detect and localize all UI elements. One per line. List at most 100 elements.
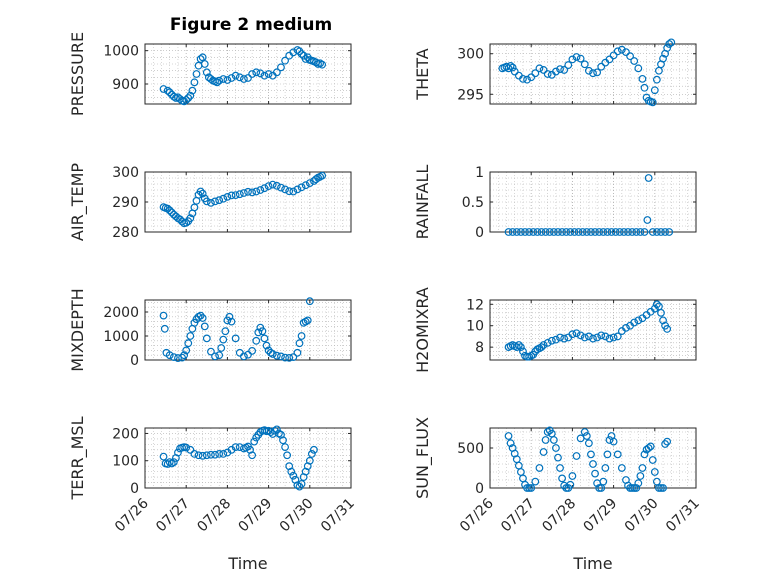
- data-point: [549, 436, 558, 444]
- data-point: [254, 328, 263, 337]
- data-point: [624, 228, 632, 236]
- y-axis-label: THETA: [413, 48, 432, 100]
- y-tick-label: 900: [112, 77, 139, 93]
- data-point: [293, 348, 302, 357]
- data-point: [307, 450, 316, 458]
- data-point: [184, 94, 193, 102]
- data-point: [264, 182, 273, 191]
- data-point: [667, 38, 676, 47]
- data-point: [305, 456, 314, 465]
- data-point: [652, 300, 661, 309]
- data-point: [260, 184, 269, 193]
- data-point: [289, 187, 298, 196]
- data-point: [537, 228, 546, 236]
- data-point: [159, 85, 168, 93]
- axes-box-terr_msl: [144, 427, 352, 489]
- data-point: [521, 228, 529, 236]
- data-point: [281, 353, 289, 362]
- data-point: [657, 228, 665, 236]
- data-point: [207, 198, 215, 207]
- axes-box-h2omixra: [489, 299, 697, 361]
- data-point: [182, 443, 191, 452]
- data-point: [180, 351, 189, 360]
- data-point: [601, 332, 610, 341]
- data-point: [609, 437, 618, 446]
- data-point: [160, 324, 169, 333]
- data-point: [572, 452, 581, 460]
- data-point: [568, 472, 577, 480]
- data-point: [564, 61, 573, 69]
- data-point: [250, 437, 259, 446]
- data-point: [562, 228, 571, 236]
- data-point: [186, 332, 195, 340]
- data-point: [231, 334, 240, 343]
- data-point: [285, 187, 294, 196]
- data-point: [272, 181, 281, 190]
- data-point: [582, 228, 591, 236]
- data-point: [252, 68, 261, 77]
- data-point: [277, 63, 285, 72]
- data-point: [182, 96, 191, 104]
- data-point: [182, 218, 191, 227]
- subplot-air_temp: 280 290 300 AIR_TEMP: [68, 163, 352, 241]
- data-point: [235, 190, 244, 199]
- data-point: [211, 450, 219, 459]
- data-point: [593, 333, 602, 342]
- data-point: [519, 347, 527, 356]
- data-point: [215, 351, 224, 360]
- data-point: [287, 467, 296, 476]
- data-point: [634, 479, 643, 488]
- series-h2omixra: [504, 300, 672, 361]
- data-point: [192, 70, 201, 78]
- data-point: [665, 228, 674, 236]
- data-point: [239, 189, 248, 197]
- data-point: [248, 451, 257, 460]
- data-point: [198, 314, 207, 322]
- data-point: [617, 464, 626, 472]
- data-point: [587, 450, 595, 459]
- data-point: [190, 450, 199, 458]
- data-point: [217, 344, 226, 352]
- data-point: [310, 445, 318, 454]
- data-point: [650, 468, 659, 476]
- data-point: [634, 316, 643, 325]
- data-point: [194, 451, 203, 460]
- data-point: [227, 74, 236, 82]
- data-point: [281, 443, 289, 451]
- y-tick-label: 300: [112, 165, 139, 181]
- data-point: [264, 70, 273, 78]
- data-point: [318, 60, 327, 69]
- data-point: [541, 228, 550, 236]
- data-point: [244, 74, 252, 82]
- data-point: [599, 477, 608, 486]
- data-point: [301, 181, 310, 190]
- data-point: [531, 69, 540, 78]
- data-point: [560, 334, 569, 343]
- data-point: [248, 188, 257, 197]
- data-point: [223, 192, 232, 201]
- data-point: [523, 75, 531, 84]
- data-point: [289, 471, 298, 480]
- data-point: [582, 432, 591, 440]
- data-point: [213, 78, 222, 87]
- y-tick-label: 10: [466, 319, 484, 335]
- data-point: [648, 98, 657, 107]
- data-point: [207, 75, 215, 83]
- data-point: [512, 228, 521, 236]
- data-point: [597, 62, 606, 71]
- subplot-h2omixra: 8 10 12 H2OMIXRA: [413, 287, 697, 373]
- data-point: [239, 352, 248, 361]
- data-point: [188, 86, 197, 95]
- data-point: [640, 83, 649, 92]
- data-point: [167, 459, 176, 468]
- data-point: [552, 444, 560, 452]
- data-point: [198, 451, 207, 460]
- data-point: [661, 228, 669, 236]
- data-point: [295, 339, 304, 348]
- data-point: [272, 351, 281, 360]
- data-point: [178, 353, 186, 362]
- data-point: [568, 330, 577, 339]
- y-tick-label: 8: [475, 340, 484, 356]
- series-theta: [498, 38, 676, 107]
